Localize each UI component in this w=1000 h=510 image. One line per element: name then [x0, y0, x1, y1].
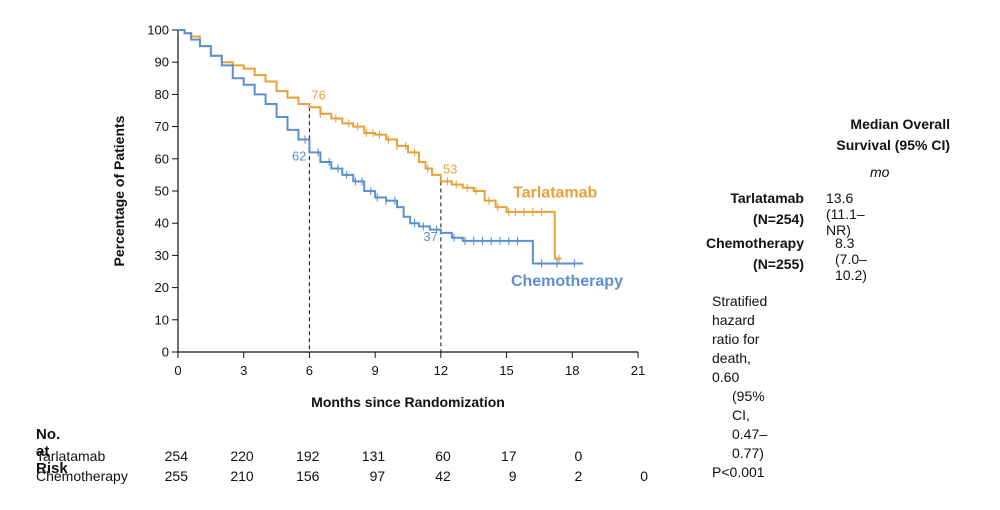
legend-unit: mo [870, 164, 890, 180]
x-tick-label: 6 [306, 363, 313, 378]
km-curve-chemotherapy [178, 29, 584, 265]
risk-row-label-chemotherapy: Chemotherapy [36, 468, 128, 484]
risk-cell: 0 [574, 448, 583, 464]
risk-table-title: No. at Risk [36, 426, 68, 477]
risk-cell: 9 [508, 468, 517, 484]
y-axis-title: Percentage of Patients [111, 115, 127, 266]
x-tick-label: 3 [240, 363, 247, 378]
legend-value-chemotherapy: 8.3 (7.0–10.2) [835, 235, 867, 283]
x-tick-label: 21 [631, 363, 645, 378]
risk-cell: 17 [500, 448, 517, 464]
legend-group-name: Chemotherapy [705, 235, 804, 251]
series-label-tarlatamab: Tarlatamab [513, 184, 597, 201]
risk-cell: 42 [435, 468, 451, 484]
legend-group-chemotherapy: Chemotherapy (N=255) [684, 233, 804, 275]
risk-cell: 60 [435, 448, 451, 464]
km-curve-tarlatamab [178, 29, 562, 260]
legend-group-tarlatamab: Tarlatamab (N=254) [684, 188, 804, 230]
y-tick-label: 0 [162, 345, 169, 360]
hr-line3: P<0.001 [712, 464, 765, 480]
x-axis-title: Months since Randomization [311, 394, 505, 410]
y-tick-label: 90 [155, 55, 169, 70]
x-tick-label: 0 [174, 363, 181, 378]
annotation-53: 53 [443, 161, 457, 176]
annotation-37: 37 [423, 229, 437, 244]
risk-row-label-tarlatamab: Tarlatamab [36, 448, 106, 464]
risk-cell: 220 [230, 448, 254, 464]
legend-group-n: (N=255) [753, 256, 804, 272]
risk-cell: 210 [230, 468, 254, 484]
y-tick-label: 100 [147, 23, 169, 38]
risk-cell: 0 [640, 468, 648, 484]
x-tick-label: 9 [372, 363, 379, 378]
hazard-ratio-text: Stratified hazard ratio for death, 0.60 … [712, 292, 767, 482]
y-tick-label: 30 [155, 248, 169, 263]
y-tick-label: 40 [155, 216, 169, 231]
risk-cell: 192 [296, 448, 320, 464]
risk-cell: 254 [164, 448, 188, 464]
y-tick-label: 10 [155, 312, 169, 327]
hr-line1: Stratified hazard ratio for death, 0.60 [712, 293, 768, 385]
legend-header-line2: Survival (95% CI) [836, 137, 950, 153]
risk-cell: 97 [369, 468, 386, 484]
series-label-chemotherapy: Chemotherapy [511, 273, 623, 290]
legend-group-name: Tarlatamab [730, 190, 804, 206]
x-tick-label: 12 [434, 363, 448, 378]
hr-line2: (95% CI, 0.47–0.77) [732, 388, 768, 461]
y-tick-label: 70 [155, 119, 169, 134]
y-tick-label: 80 [155, 87, 169, 102]
y-tick-label: 50 [155, 184, 169, 199]
risk-cell: 156 [296, 468, 320, 484]
risk-cell: 255 [164, 468, 188, 484]
y-tick-label: 20 [155, 280, 169, 295]
legend-group-n: (N=254) [753, 211, 804, 227]
x-tick-label: 18 [565, 363, 579, 378]
annotation-76: 76 [311, 87, 325, 102]
legend-header: Median Overall Survival (95% CI) [800, 114, 950, 156]
risk-cell: 131 [361, 448, 386, 464]
legend-header-line1: Median Overall [850, 116, 950, 132]
x-tick-label: 15 [499, 363, 513, 378]
legend-value-tarlatamab: 13.6 (11.1–NR) [826, 190, 865, 238]
risk-cell: 2 [574, 468, 583, 484]
y-tick-label: 60 [155, 151, 169, 166]
annotation-62: 62 [292, 148, 306, 163]
